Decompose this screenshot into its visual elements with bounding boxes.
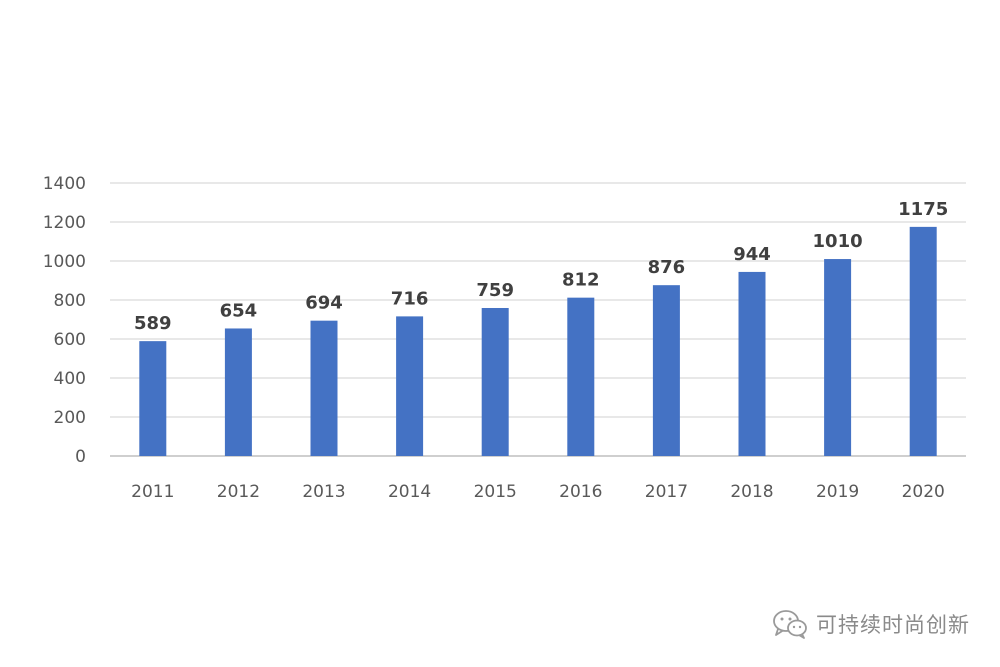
y-tick-label: 400 bbox=[54, 369, 86, 389]
data-label: 759 bbox=[476, 280, 514, 301]
x-tick-label: 2011 bbox=[131, 482, 174, 502]
y-tick-label: 1200 bbox=[43, 213, 86, 233]
bar bbox=[652, 285, 680, 456]
x-tick-label: 2015 bbox=[474, 482, 517, 502]
y-tick-label: 1400 bbox=[43, 174, 86, 194]
y-tick-label: 200 bbox=[54, 408, 86, 428]
y-tick-label: 0 bbox=[75, 447, 86, 467]
wechat-icon bbox=[773, 610, 807, 639]
y-axis-tick-labels: 0 200 400 600 800 1000 1200 1400 bbox=[43, 174, 86, 467]
x-tick-label: 2020 bbox=[902, 482, 945, 502]
x-axis-tick-labels: 2011 2012 2013 2014 2015 2016 2017 2018 2019 2020 bbox=[131, 482, 945, 502]
x-tick-label: 2014 bbox=[388, 482, 431, 502]
data-label: 944 bbox=[733, 244, 771, 265]
bar bbox=[481, 307, 509, 456]
bar bbox=[396, 316, 424, 456]
bar bbox=[139, 341, 167, 456]
x-tick-label: 2019 bbox=[816, 482, 859, 502]
x-tick-label: 2016 bbox=[559, 482, 602, 502]
data-labels: 589 654 694 716 759 812 876 944 1010 1175 bbox=[134, 199, 948, 334]
x-tick-label: 2017 bbox=[645, 482, 688, 502]
data-label: 1010 bbox=[813, 231, 863, 252]
bar bbox=[224, 328, 252, 456]
data-label: 716 bbox=[391, 288, 429, 309]
x-tick-label: 2012 bbox=[217, 482, 260, 502]
y-tick-label: 600 bbox=[54, 330, 86, 350]
data-label: 589 bbox=[134, 313, 172, 334]
data-label: 1175 bbox=[898, 199, 948, 220]
data-label: 654 bbox=[220, 300, 258, 321]
watermark: 可持续时尚创新 bbox=[772, 609, 970, 639]
x-tick-label: 2018 bbox=[730, 482, 773, 502]
bar bbox=[738, 271, 766, 456]
y-tick-label: 1000 bbox=[43, 252, 86, 272]
data-label: 876 bbox=[648, 257, 686, 278]
y-tick-label: 800 bbox=[54, 291, 86, 311]
bar bbox=[909, 226, 937, 456]
x-tick-label: 2013 bbox=[302, 482, 345, 502]
gridlines bbox=[110, 182, 966, 457]
bar bbox=[824, 259, 852, 456]
bar bbox=[567, 297, 595, 456]
watermark-text: 可持续时尚创新 bbox=[816, 613, 970, 637]
data-label: 812 bbox=[562, 270, 600, 291]
bar bbox=[310, 320, 338, 456]
bars bbox=[139, 226, 937, 456]
data-label: 694 bbox=[305, 293, 343, 314]
